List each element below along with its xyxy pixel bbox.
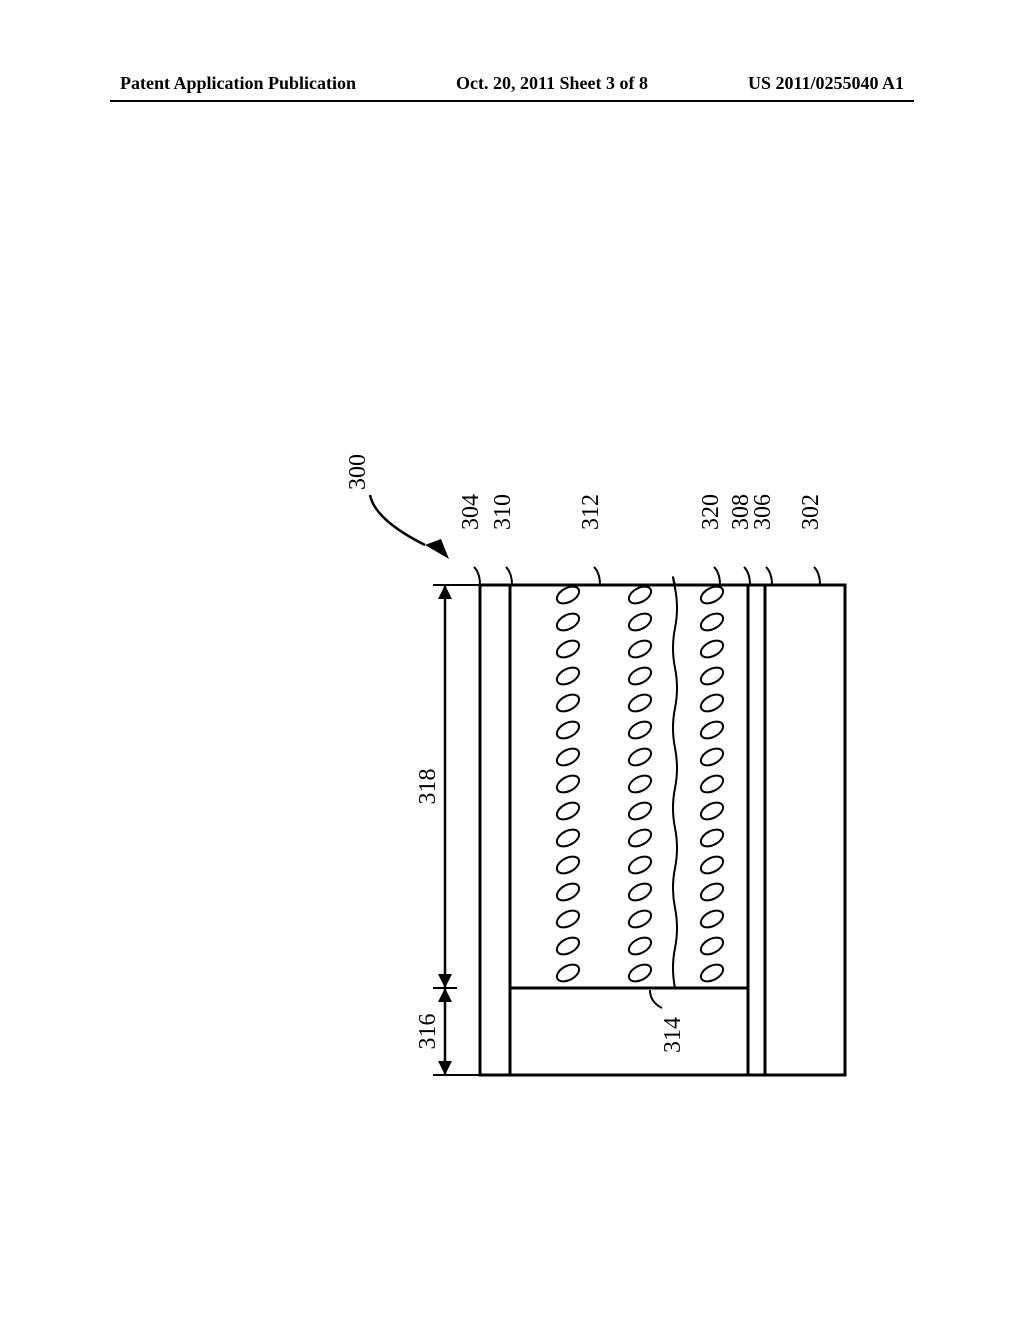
page: Patent Application Publication Oct. 20, … — [0, 0, 1024, 1320]
svg-text:314: 314 — [660, 1017, 686, 1053]
header-center: Oct. 20, 2011 Sheet 3 of 8 — [456, 73, 648, 94]
page-header: Patent Application Publication Oct. 20, … — [0, 73, 1024, 94]
figure-area: 318316300304310312320308306302314FIG. 3 — [150, 170, 850, 1170]
svg-text:316: 316 — [415, 1014, 441, 1050]
svg-text:304: 304 — [458, 494, 484, 530]
svg-text:320: 320 — [698, 494, 724, 530]
header-right: US 2011/0255040 A1 — [748, 73, 904, 94]
header-left: Patent Application Publication — [120, 73, 356, 94]
header-rule — [110, 100, 914, 102]
svg-text:310: 310 — [490, 494, 516, 530]
svg-text:300: 300 — [345, 454, 371, 490]
svg-text:318: 318 — [415, 769, 441, 805]
svg-text:306: 306 — [750, 494, 776, 530]
svg-text:302: 302 — [798, 494, 824, 530]
svg-text:312: 312 — [578, 494, 604, 530]
figure-svg: 318316300304310312320308306302314FIG. 3 — [150, 170, 850, 1170]
